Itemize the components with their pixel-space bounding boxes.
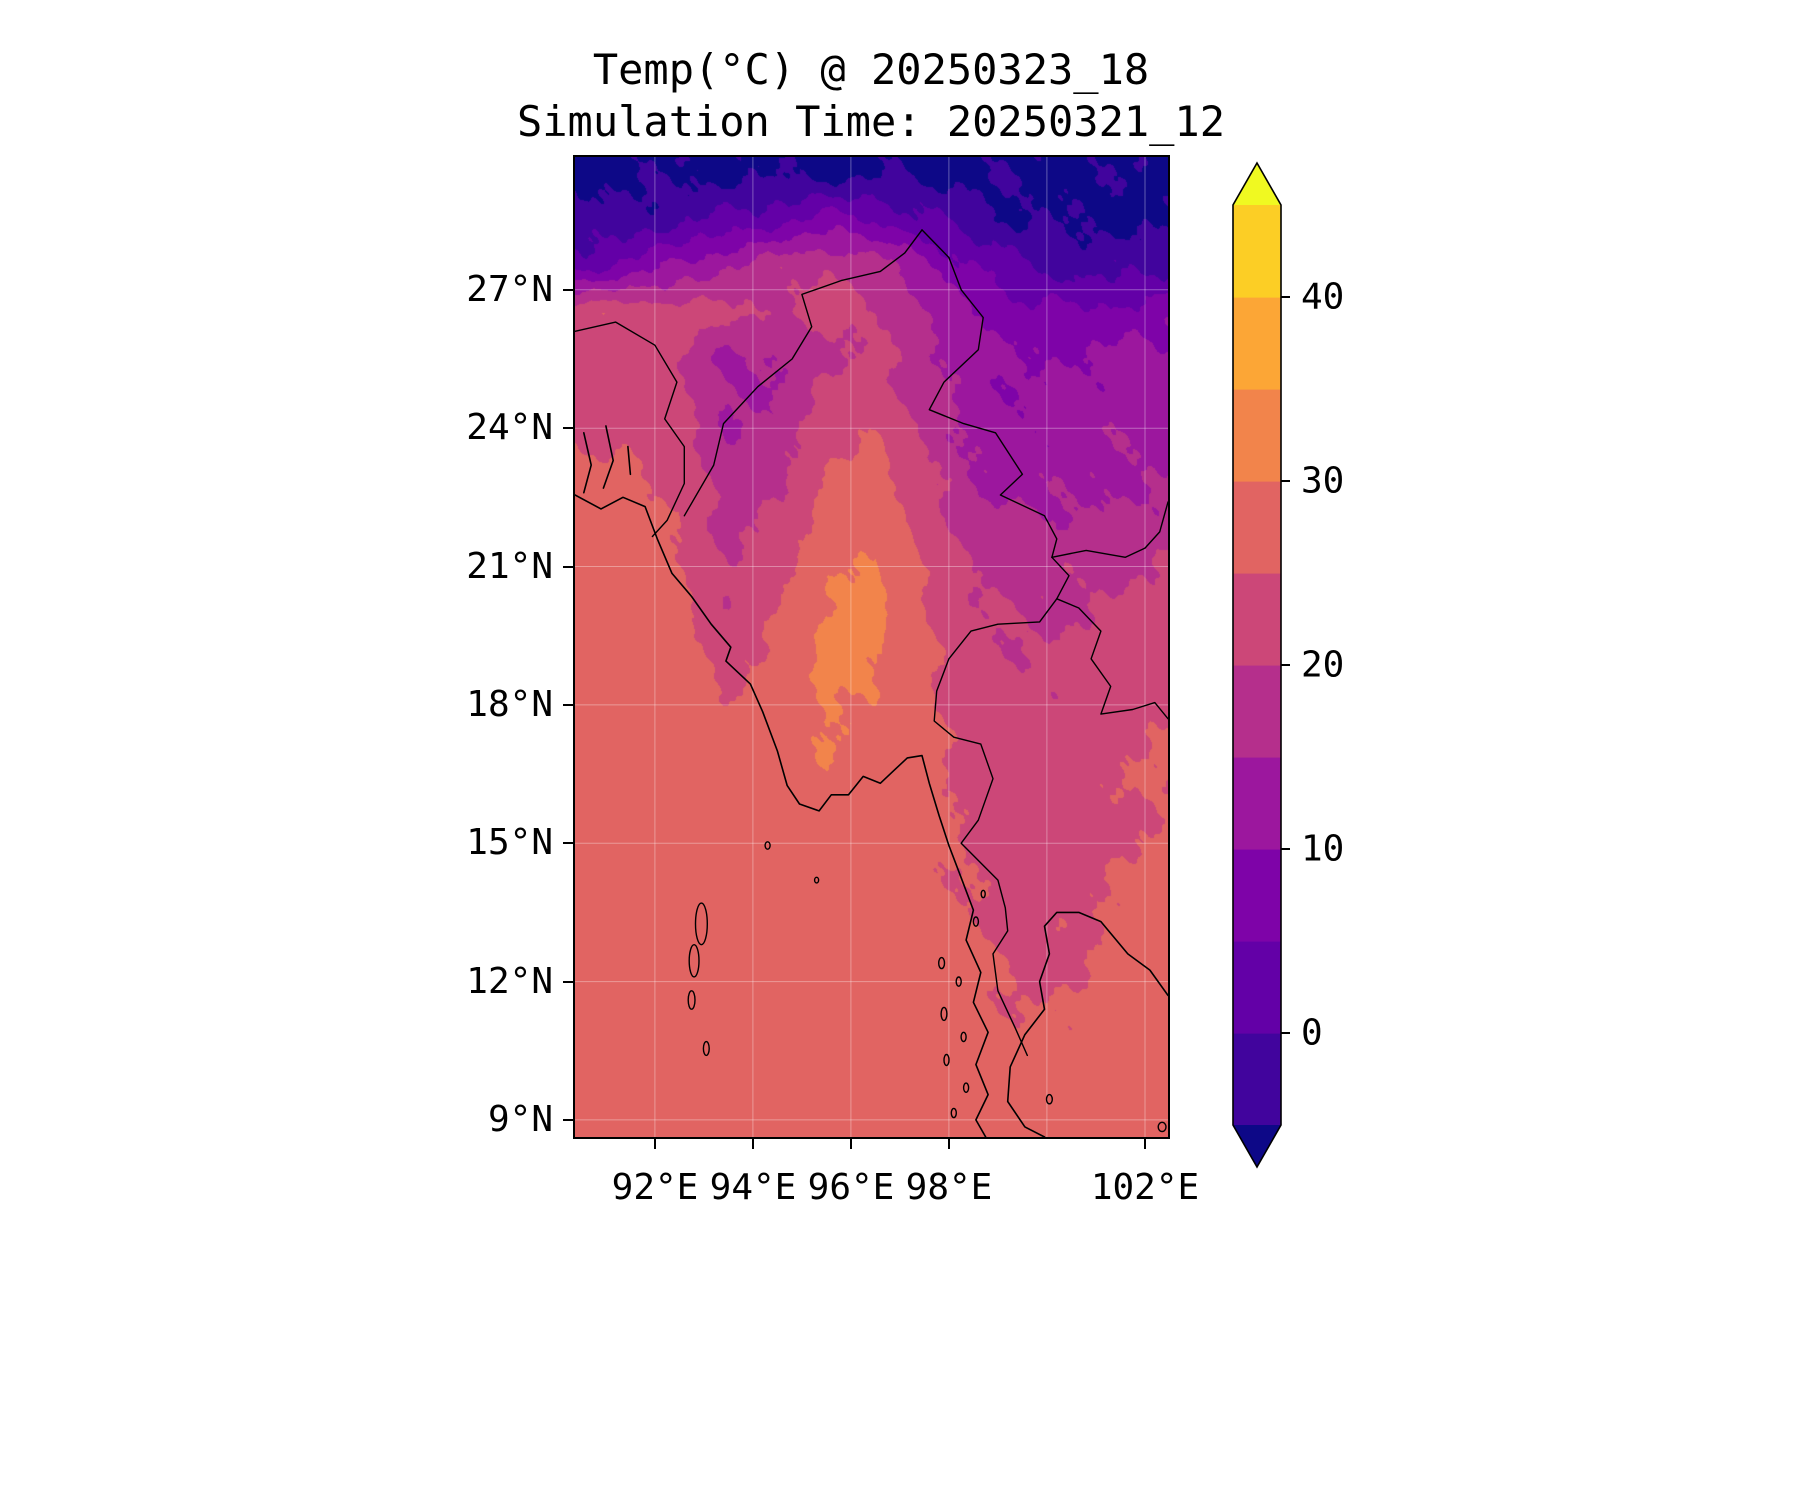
title-line-2: Simulation Time: 20250321_12 [516,97,1225,146]
y-tick-mark [563,1119,573,1121]
y-tick-label: 12°N [466,961,553,1002]
colorbar-outline [1232,161,1282,1169]
island-outline [688,944,700,978]
x-tick-mark [654,1139,656,1149]
colorbar-band [1233,849,1281,942]
x-tick-label: 98°E [905,1167,993,1208]
colorbar-over-arrow [1233,163,1281,205]
island-outline [694,902,709,946]
y-tick-label: 9°N [487,1099,553,1140]
island-outline [960,1031,967,1043]
colorbar-band [1233,941,1281,1034]
coastline [627,445,632,476]
y-tick-label: 18°N [466,684,553,725]
y-tick-mark [563,981,573,983]
coastline [583,432,592,494]
colorbar-tick-label: 0 [1301,1013,1323,1054]
colorbar-band [1233,1033,1281,1126]
x-tick-label: 96°E [807,1167,895,1208]
colorbar: 40 30 20 10 0 [1232,161,1344,1169]
island-outline [950,1107,957,1119]
title-line-1: Temp(°C) @ 20250323_18 [592,45,1150,94]
colorbar-under-arrow [1233,1125,1281,1167]
coastline [602,425,614,489]
colorbar-band [1233,389,1281,482]
island-outline [972,916,980,927]
island-outline [962,1082,970,1094]
island-outline [940,1006,948,1022]
colorbar-band [1233,297,1281,390]
country-border [933,598,1058,1057]
x-tick-mark [850,1139,852,1149]
island-outline [1045,1093,1054,1105]
island-outline [1157,1121,1167,1133]
map-plot [573,155,1170,1139]
colorbar-band [1233,205,1281,298]
coastline [575,494,989,1137]
colorbar-band [1233,573,1281,666]
y-tick-label: 21°N [466,546,553,587]
x-tick-mark [1144,1139,1146,1149]
colorbar-band [1233,757,1281,850]
colorbar-band [1233,481,1281,574]
island-outline [764,841,771,850]
y-tick-mark [563,289,573,291]
x-tick-mark [948,1139,950,1149]
country-border [1051,501,1168,558]
y-tick-mark [563,842,573,844]
colorbar-band [1233,665,1281,758]
colorbar-tick-label: 20 [1301,645,1344,686]
island-outline [938,956,946,970]
colorbar-tick-label: 40 [1301,277,1344,318]
y-tick-label: 27°N [466,269,553,310]
country-border [1051,556,1168,720]
y-tick-mark [563,566,573,568]
island-outline [702,1040,710,1057]
y-tick-mark [563,704,573,706]
island-outline [813,876,820,884]
colorbar-tick-label: 10 [1301,829,1344,870]
x-tick-mark [752,1139,754,1149]
island-outline [687,990,696,1010]
figure-title: Temp(°C) @ 20250323_18 Simulation Time: … [271,44,1471,148]
x-tick-label: 94°E [709,1167,797,1208]
island-outline [955,976,962,987]
y-tick-label: 24°N [466,407,553,448]
island-outline [943,1053,950,1067]
coastline [1006,911,1168,1137]
x-tick-label: 102°E [1090,1167,1200,1208]
temperature-field-canvas [575,157,1168,1137]
country-border [575,321,685,538]
country-border [921,229,1058,558]
x-tick-label: 92°E [611,1167,699,1208]
map-overlay-svg [575,157,1168,1137]
island-outline [980,889,986,899]
colorbar-tick-label: 30 [1301,461,1344,502]
y-tick-label: 15°N [466,822,553,863]
y-tick-mark [563,427,573,429]
country-border [683,229,923,517]
